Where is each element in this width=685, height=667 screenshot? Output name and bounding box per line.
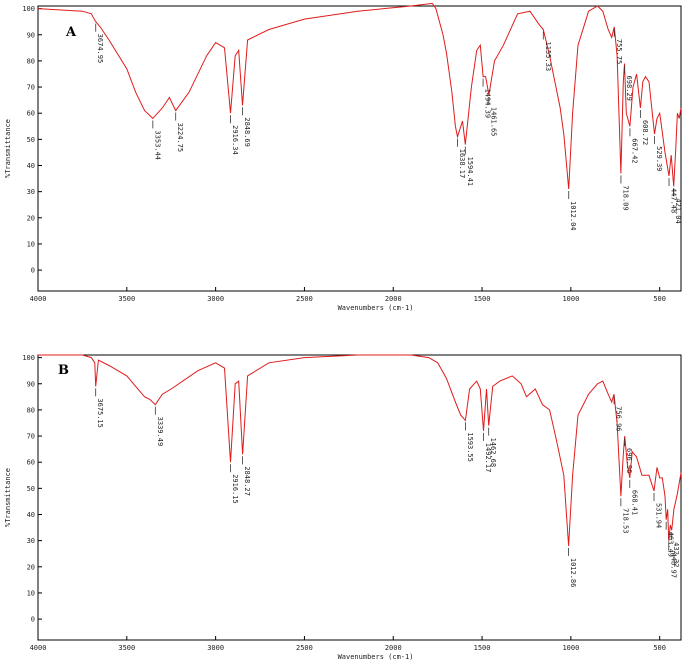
x-tick-label: 1500 [474,295,491,303]
y-tick-label: 10 [27,240,35,248]
y-tick-label: 0 [31,267,35,275]
y-tick-label: 20 [27,214,35,222]
peak-label: 3674.95 [96,34,104,64]
peak-label: 2916.34 [231,125,239,155]
y-tick-label: 100 [22,354,35,362]
panel-letter: B [58,363,69,378]
peak-label: 1492.17 [484,443,492,473]
y-tick-label: 50 [27,136,35,144]
x-tick-label: 4000 [30,295,47,303]
peak-label: 2916.15 [231,474,239,504]
peak-label: 1494.39 [484,89,492,119]
peak-label: 3353.44 [153,130,161,160]
x-tick-label: 2500 [296,644,313,652]
peak-label: 1012.86 [569,558,577,588]
y-axis-label: %Transmittance [4,468,12,527]
x-tick-label: 2000 [385,295,402,303]
peak-label: 447.48 [670,188,678,213]
x-tick-label: 3000 [207,644,224,652]
x-axis-label: Wavenumbers (cm-1) [338,653,414,661]
x-tick-label: 3500 [118,644,135,652]
peak-label: 1594.41 [466,157,474,187]
y-tick-label: 60 [27,110,35,118]
peak-label: 667.42 [630,138,638,163]
plot-frame [37,5,682,292]
peak-label: 608.72 [641,120,649,145]
y-axis-label: %Transmittance [4,119,12,178]
y-tick-label: 40 [27,162,35,170]
peak-label: 463.49 [667,532,675,557]
y-tick-label: 80 [27,406,35,414]
x-tick-label: 1000 [562,644,579,652]
peak-label: 2848.69 [243,117,251,147]
peak-label: 448.97 [669,553,677,578]
peak-label: 1155.33 [544,42,552,72]
y-tick-label: 0 [31,616,35,624]
y-tick-label: 50 [27,485,35,493]
plot-frame [37,354,682,641]
x-tick-label: 3000 [207,295,224,303]
y-tick-label: 40 [27,511,35,519]
peak-label: 529.39 [655,146,663,171]
x-tick-label: 4000 [30,644,47,652]
peak-label: 668.41 [630,490,638,515]
peak-label: 421.04 [674,198,682,223]
x-tick-label: 2000 [385,644,402,652]
y-tick-label: 90 [27,31,35,39]
peak-label: 3339.49 [156,417,164,447]
panel-letter: A [65,25,77,40]
x-tick-label: 500 [653,644,666,652]
peak-label: 3675.15 [96,398,104,428]
x-tick-label: 1000 [562,295,579,303]
y-tick-label: 60 [27,459,35,467]
peak-label: 432.32 [672,542,680,567]
y-tick-label: 10 [27,589,35,597]
peak-label: 1638.17 [458,149,466,179]
peak-label: 2848.27 [243,466,251,496]
y-tick-label: 100 [22,5,35,13]
y-tick-label: 30 [27,537,35,545]
peak-label: 756.96 [615,406,623,431]
x-tick-label: 2500 [296,295,313,303]
peak-label: 531.94 [655,503,663,528]
x-tick-label: 500 [653,295,666,303]
peak-label: 696.96 [625,448,633,473]
peak-label: 1012.04 [569,201,577,231]
y-tick-label: 80 [27,57,35,65]
peak-label: 718.09 [621,185,629,210]
y-tick-label: 70 [27,433,35,441]
peak-label: 1462.68 [489,438,497,468]
y-tick-label: 30 [27,188,35,196]
spectrum-line [37,2,682,190]
peak-label: 3224.75 [176,123,184,153]
x-axis-label: Wavenumbers (cm-1) [338,304,414,312]
spectrum-line [38,354,682,546]
peak-label: 718.53 [621,508,629,533]
y-tick-label: 70 [27,84,35,92]
peak-label: 1461.65 [489,107,497,137]
peak-label: 698.29 [625,76,633,101]
x-tick-label: 3500 [118,295,135,303]
y-tick-label: 20 [27,563,35,571]
peak-label: 755.75 [615,39,623,64]
peak-label: 1593.55 [466,432,474,462]
spectrum-panel-b: 0 10 20 30 40 50 60 70 80 90 100 4000 3500 3000 2500 20… [4,354,682,661]
x-tick-label: 1500 [474,644,491,652]
y-tick-label: 90 [27,380,35,388]
spectrum-panel-a: 0 10 20 30 40 50 60 70 80 90 100 4000 3500 3000 2500 20… [4,2,682,312]
